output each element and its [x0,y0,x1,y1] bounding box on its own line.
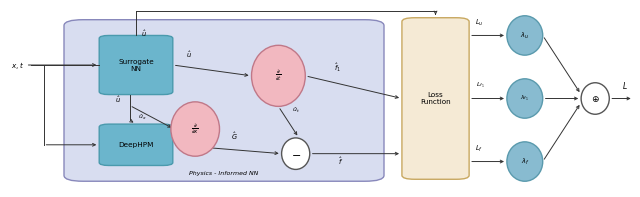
Text: Loss
Function: Loss Function [420,92,451,105]
FancyBboxPatch shape [99,35,173,95]
Text: $\frac{\partial}{\partial t}$: $\frac{\partial}{\partial t}$ [275,68,282,83]
Text: $L_{f_1}$: $L_{f_1}$ [476,81,485,90]
Text: $\hat{u}_t$: $\hat{u}_t$ [292,105,300,115]
Text: $\oplus$: $\oplus$ [591,94,600,103]
Text: Physics - Informed NN: Physics - Informed NN [189,171,259,176]
Ellipse shape [507,79,543,118]
Ellipse shape [171,102,220,156]
FancyBboxPatch shape [402,18,469,179]
Ellipse shape [507,16,543,55]
Text: $L$: $L$ [621,80,628,91]
Text: $-$: $-$ [291,149,301,159]
Text: $\lambda_f$: $\lambda_f$ [520,156,529,167]
Text: $\hat{u}_x$: $\hat{u}_x$ [138,112,147,122]
FancyBboxPatch shape [64,20,384,181]
Text: $\hat{u}$: $\hat{u}$ [141,28,147,39]
FancyBboxPatch shape [99,124,173,165]
Text: $\hat{u}$: $\hat{u}$ [115,94,121,105]
Text: $\hat{f}_1$: $\hat{f}_1$ [334,62,340,74]
Text: DeepHPM: DeepHPM [118,142,154,148]
Text: $\lambda_u$: $\lambda_u$ [520,30,529,41]
Ellipse shape [282,138,310,169]
Text: $\hat{u}$: $\hat{u}$ [186,50,192,60]
Text: $L_u$: $L_u$ [474,18,483,28]
Ellipse shape [581,83,609,114]
Text: $\hat{f}$: $\hat{f}$ [338,156,343,167]
Text: Surrogate
NN: Surrogate NN [118,59,154,72]
Text: $x, t$: $x, t$ [12,59,24,71]
Text: $\lambda_{f_1}$: $\lambda_{f_1}$ [520,94,529,103]
Text: $\frac{\partial}{\partial x}$: $\frac{\partial}{\partial x}$ [191,122,199,136]
Text: $\hat{G}$: $\hat{G}$ [231,130,237,142]
Text: $L_f$: $L_f$ [475,144,483,154]
Ellipse shape [252,45,305,106]
Ellipse shape [507,142,543,181]
